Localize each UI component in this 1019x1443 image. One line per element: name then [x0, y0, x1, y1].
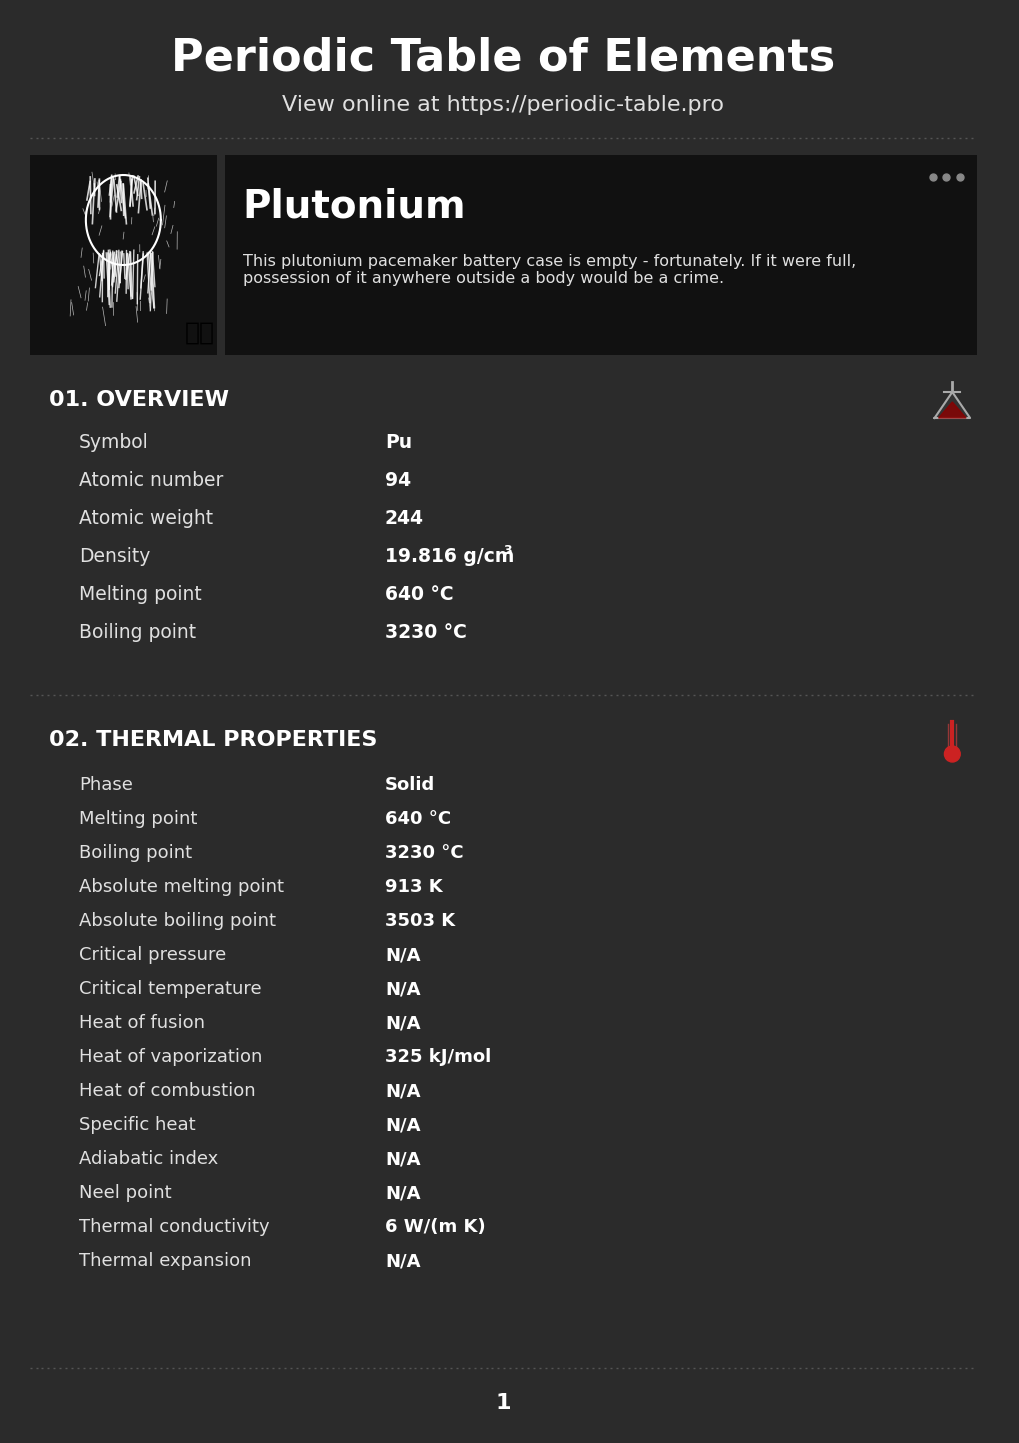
- Text: Density: Density: [78, 547, 150, 566]
- Text: Neel point: Neel point: [78, 1185, 171, 1202]
- Text: 01. OVERVIEW: 01. OVERVIEW: [49, 390, 229, 410]
- Text: N/A: N/A: [384, 1253, 420, 1270]
- Text: Critical temperature: Critical temperature: [78, 980, 261, 999]
- Text: 640 °C: 640 °C: [384, 584, 453, 603]
- Text: 913 K: 913 K: [384, 877, 442, 896]
- Text: 3: 3: [502, 544, 512, 557]
- Circle shape: [944, 746, 959, 762]
- Text: 1: 1: [495, 1392, 511, 1413]
- Text: 3503 K: 3503 K: [384, 912, 454, 929]
- FancyBboxPatch shape: [225, 154, 976, 355]
- Polygon shape: [937, 403, 965, 418]
- Text: 6 W/(m K): 6 W/(m K): [384, 1218, 485, 1237]
- Text: Boiling point: Boiling point: [78, 844, 192, 861]
- Text: Thermal conductivity: Thermal conductivity: [78, 1218, 269, 1237]
- Text: Heat of fusion: Heat of fusion: [78, 1014, 205, 1032]
- Text: Absolute melting point: Absolute melting point: [78, 877, 283, 896]
- Text: Absolute boiling point: Absolute boiling point: [78, 912, 276, 929]
- Text: 244: 244: [384, 508, 424, 528]
- Text: N/A: N/A: [384, 980, 420, 999]
- Text: Specific heat: Specific heat: [78, 1115, 196, 1134]
- Text: Melting point: Melting point: [78, 810, 197, 828]
- Text: 19.816 g/cm: 19.816 g/cm: [384, 547, 514, 566]
- Text: 94: 94: [384, 470, 411, 489]
- Text: N/A: N/A: [384, 947, 420, 964]
- Text: Pu: Pu: [384, 433, 412, 452]
- Text: Adiabatic index: Adiabatic index: [78, 1150, 218, 1167]
- Text: Boiling point: Boiling point: [78, 622, 196, 642]
- Text: Melting point: Melting point: [78, 584, 202, 603]
- Text: N/A: N/A: [384, 1185, 420, 1202]
- Text: Heat of vaporization: Heat of vaporization: [78, 1048, 262, 1066]
- Text: Phase: Phase: [78, 776, 132, 794]
- Text: Plutonium: Plutonium: [243, 188, 466, 227]
- Text: 3230 °C: 3230 °C: [384, 844, 463, 861]
- Text: 3230 °C: 3230 °C: [384, 622, 467, 642]
- Text: N/A: N/A: [384, 1014, 420, 1032]
- Text: Atomic number: Atomic number: [78, 470, 223, 489]
- Text: 02. THERMAL PROPERTIES: 02. THERMAL PROPERTIES: [49, 730, 377, 750]
- Text: 🇬🇧: 🇬🇧: [184, 320, 214, 345]
- Text: Atomic weight: Atomic weight: [78, 508, 213, 528]
- Text: 👤: 👤: [98, 199, 148, 280]
- Text: This plutonium pacemaker battery case is empty - fortunately. If it were full,
p: This plutonium pacemaker battery case is…: [243, 254, 855, 286]
- Text: 325 kJ/mol: 325 kJ/mol: [384, 1048, 490, 1066]
- Text: Thermal expansion: Thermal expansion: [78, 1253, 252, 1270]
- Polygon shape: [933, 392, 969, 418]
- Text: Symbol: Symbol: [78, 433, 149, 452]
- FancyBboxPatch shape: [30, 154, 217, 355]
- Text: View online at https://periodic-table.pro: View online at https://periodic-table.pr…: [282, 95, 723, 115]
- Text: N/A: N/A: [384, 1082, 420, 1100]
- Text: Heat of combustion: Heat of combustion: [78, 1082, 256, 1100]
- Text: N/A: N/A: [384, 1115, 420, 1134]
- Text: Critical pressure: Critical pressure: [78, 947, 226, 964]
- Text: Solid: Solid: [384, 776, 435, 794]
- Text: 640 °C: 640 °C: [384, 810, 450, 828]
- Text: Periodic Table of Elements: Periodic Table of Elements: [171, 36, 835, 79]
- Text: N/A: N/A: [384, 1150, 420, 1167]
